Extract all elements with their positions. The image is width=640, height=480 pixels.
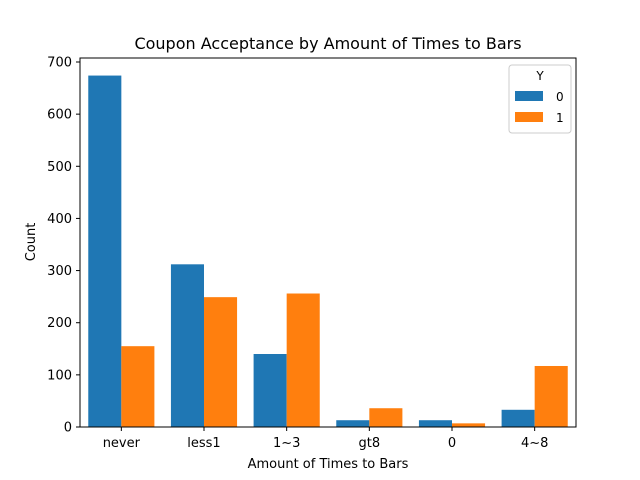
x-tick-label: less1	[187, 436, 220, 451]
bar-4~8-series-0	[501, 409, 535, 427]
bar-1~3-series-1	[286, 293, 320, 427]
legend: Y 0 1	[508, 64, 572, 134]
x-tick-label: 1~3	[273, 436, 300, 451]
y-tick-label: 300	[47, 264, 72, 279]
plot-frame	[79, 57, 577, 428]
legend-swatch-0	[515, 91, 543, 101]
bar-never-series-0	[88, 75, 122, 427]
x-tick-label: gt8	[359, 436, 381, 451]
y-tick-label: 0	[64, 421, 72, 436]
legend-title: Y	[535, 69, 544, 83]
bar-gt8-series-1	[369, 408, 403, 427]
legend-swatch-1	[515, 112, 543, 122]
x-tick-label: 4~8	[521, 436, 548, 451]
bars-group	[88, 75, 568, 427]
bar-gt8-series-0	[336, 420, 370, 427]
y-tick-label: 400	[47, 212, 72, 227]
y-tick-label: 100	[47, 368, 72, 383]
x-axis: never less1 1~3 gt8 0 4~8	[103, 427, 548, 451]
bar-4~8-series-1	[534, 365, 568, 427]
chart-title: Coupon Acceptance by Amount of Times to …	[134, 34, 521, 53]
bar-less1-series-0	[170, 264, 204, 427]
bar-less1-series-1	[204, 297, 238, 427]
legend-label-0: 0	[556, 90, 564, 104]
bar-0-series-1	[452, 423, 486, 427]
x-axis-label: Amount of Times to Bars	[248, 457, 409, 472]
y-tick-label: 500	[47, 160, 72, 175]
y-tick-label: 700	[47, 56, 72, 71]
y-axis: 0 100 200 300 400 500 600 700	[47, 56, 80, 436]
bar-never-series-1	[121, 346, 155, 427]
bar-1~3-series-0	[253, 354, 287, 427]
bar-0-series-0	[418, 420, 452, 427]
y-tick-label: 200	[47, 316, 72, 331]
y-axis-label: Count	[24, 223, 39, 262]
legend-label-1: 1	[556, 111, 564, 125]
y-tick-label: 600	[47, 108, 72, 123]
x-tick-label: 0	[448, 436, 456, 451]
x-tick-label: never	[103, 436, 141, 451]
